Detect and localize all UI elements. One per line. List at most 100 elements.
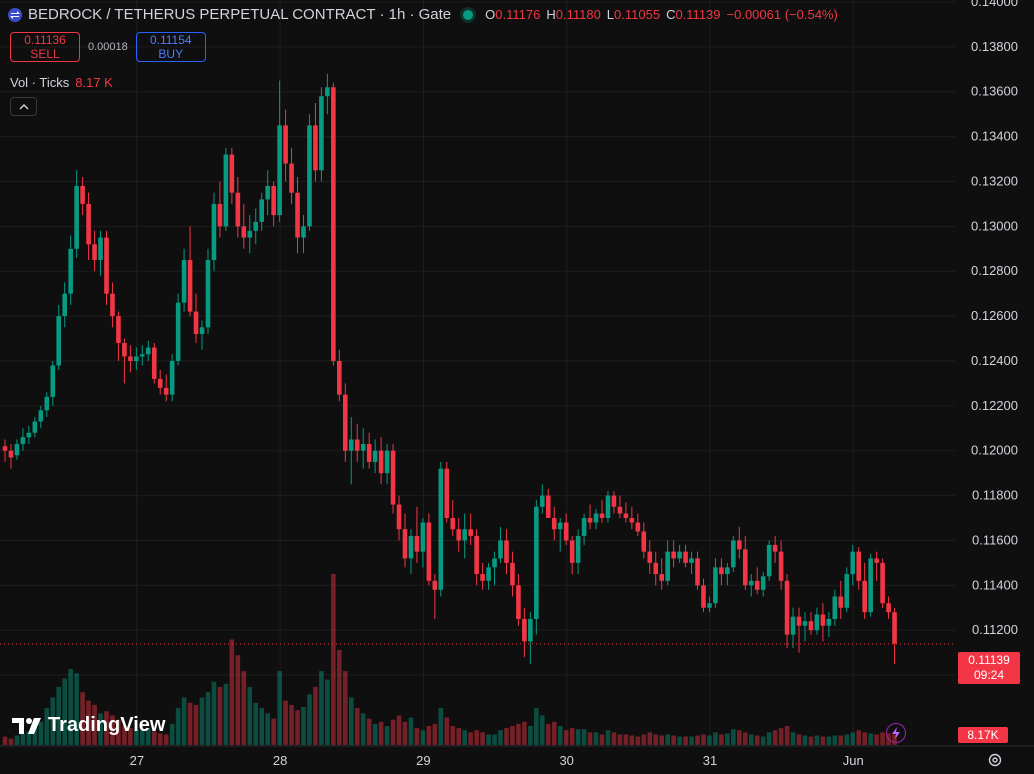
candle-body <box>116 316 121 344</box>
candle-body <box>354 439 360 451</box>
candle-body <box>307 125 312 227</box>
bar-countdown: 09:24 <box>973 668 1005 682</box>
candle-body <box>796 616 802 626</box>
gear-icon[interactable] <box>987 752 1003 768</box>
volume-bar <box>731 729 736 745</box>
candle-body <box>450 518 456 530</box>
volume-bar <box>38 721 44 745</box>
volume-bar <box>540 715 545 745</box>
candle-body <box>86 203 91 245</box>
candle-body <box>360 443 366 451</box>
candle-body <box>504 540 509 563</box>
volume-bar <box>611 732 617 745</box>
volume-bar <box>247 686 253 745</box>
volume-bar <box>181 697 187 745</box>
volume-bar <box>808 736 814 745</box>
volume-bar <box>20 733 26 745</box>
y-tick-label: 0.11200 <box>972 622 1018 637</box>
volume-bar <box>390 719 396 745</box>
volume-bar <box>169 723 175 745</box>
sell-button[interactable]: 0.11136 SELL <box>10 32 80 62</box>
volume-bar <box>145 728 151 745</box>
candle-body <box>14 443 20 456</box>
collapse-button[interactable] <box>10 97 37 116</box>
y-tick-label: 0.13400 <box>971 129 1018 144</box>
buy-label: BUY <box>158 47 184 61</box>
low-value: 0.11055 <box>614 7 661 22</box>
open-key: O <box>485 7 496 22</box>
candle-body <box>629 518 635 523</box>
candle-body <box>277 125 282 216</box>
tradingview-logo[interactable]: TradingView <box>12 714 165 737</box>
volume-bar <box>468 732 473 745</box>
volume-bar <box>784 726 790 745</box>
volume-bar <box>331 574 336 745</box>
market-open-dot <box>463 9 474 20</box>
candle-body <box>653 562 659 575</box>
y-tick-label: 0.12000 <box>971 443 1018 458</box>
candle-body <box>534 506 539 619</box>
volume-bar <box>342 671 348 745</box>
volume-bar <box>438 708 444 745</box>
candle-body <box>748 580 754 586</box>
candle-body <box>599 513 605 519</box>
volume-bar <box>211 681 217 745</box>
volume-bar <box>802 735 808 745</box>
candle-body <box>325 87 330 97</box>
candle-body <box>695 558 700 586</box>
candle-body <box>145 347 151 355</box>
volume-bar <box>271 718 276 745</box>
volume-bar <box>599 734 605 745</box>
volume-bar <box>289 704 294 745</box>
volume-bar <box>653 734 659 745</box>
volume-bar <box>396 715 402 745</box>
volume-bar <box>193 704 199 745</box>
volume-bar <box>575 729 581 745</box>
candle-body <box>342 394 348 451</box>
volume-bar <box>659 735 664 745</box>
candle-body <box>420 522 426 552</box>
candle-body <box>790 616 796 635</box>
candle-body <box>253 221 259 231</box>
volume-bar <box>617 734 623 745</box>
sell-price: 0.11136 <box>24 33 66 47</box>
candle-body <box>62 293 67 317</box>
candle-body <box>701 585 706 608</box>
candle-body <box>151 347 157 379</box>
candle-body <box>98 237 103 261</box>
candle-body <box>128 356 133 361</box>
candle-body <box>551 518 557 530</box>
volume-bar <box>677 736 682 745</box>
volume-bar <box>760 736 766 745</box>
candle-body <box>223 154 229 227</box>
volume-bar <box>492 734 497 745</box>
candle-body <box>384 450 390 474</box>
volume-bar <box>605 730 611 745</box>
volume-bar <box>199 697 205 745</box>
candle-body <box>331 87 336 361</box>
candle-body <box>265 185 270 200</box>
volume-bar <box>241 671 247 745</box>
volume-bar <box>725 733 730 745</box>
lightning-icon[interactable] <box>886 723 906 743</box>
volume-legend: Vol · Ticks 8.17 K <box>10 75 113 90</box>
volume-bar <box>44 708 50 745</box>
high-value: 0.11180 <box>555 7 601 22</box>
volume-bar <box>265 713 270 745</box>
candle-body <box>247 230 253 238</box>
y-tick-label: 0.13800 <box>971 39 1018 54</box>
volume-bar <box>462 730 467 745</box>
candle-body <box>880 562 885 604</box>
x-tick-label: 31 <box>703 753 717 768</box>
candle-body <box>366 443 372 462</box>
candle-body <box>659 574 664 581</box>
volume-bar <box>874 734 879 745</box>
y-tick-label: 0.11800 <box>972 488 1018 503</box>
buy-button[interactable]: 0.11154 BUY <box>135 32 206 62</box>
volume-bar <box>259 708 265 745</box>
candle-body <box>378 450 384 474</box>
volume-bar <box>62 678 67 745</box>
candle-body <box>540 495 545 507</box>
candle-body <box>545 495 551 519</box>
